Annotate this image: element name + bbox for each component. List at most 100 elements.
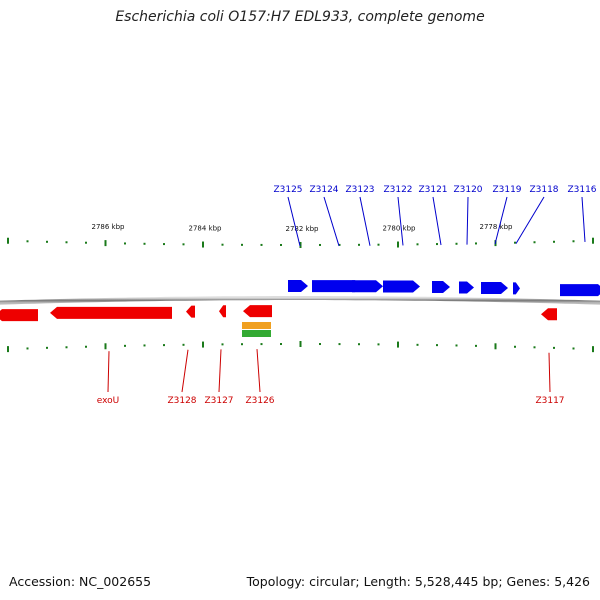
ruler-labels: 2786 kbp 2784 kbp 2782 kbp 2780 kbp 2778 kbp (92, 223, 514, 233)
top-gene-label: Z3119 (492, 185, 521, 195)
upper-tick (280, 243, 282, 246)
lower-tick (572, 347, 575, 350)
top-gene-callouts: Z3125 Z3124 Z3123 Z3122 Z3121 Z3120 Z3119 Z3118… (273, 185, 597, 247)
upper-tick (241, 243, 243, 246)
upper-tick (455, 242, 458, 245)
upper-tick (553, 240, 555, 243)
lower-tick (455, 344, 458, 347)
upper-tick (592, 237, 594, 244)
lower-tick (319, 343, 321, 346)
forward-gene-arrow (432, 281, 450, 294)
forward-gene-arrow (560, 284, 600, 297)
bottom-callout-line (107, 351, 110, 393)
top-callout-line (359, 196, 371, 246)
forward-gene-arrow (288, 280, 308, 293)
top-gene-label: Z3125 (273, 185, 302, 195)
lower-tick (46, 346, 48, 349)
ruler-label: 2782 kbp (286, 225, 320, 233)
features (242, 322, 271, 337)
bottom-gene-label: Z3126 (245, 396, 274, 406)
lower-tick (202, 341, 204, 348)
upper-tick (475, 242, 477, 245)
reverse-gene-arrow (219, 305, 226, 318)
lower-tick (143, 344, 146, 347)
lower-tick (592, 346, 594, 353)
upper-tick (143, 242, 146, 245)
lower-tick (494, 343, 497, 350)
upper-tick (397, 241, 399, 248)
upper-tick (46, 240, 48, 243)
upper-tick (533, 241, 536, 244)
upper-tick (338, 243, 341, 246)
lower-tick (514, 345, 516, 348)
lower-tick (241, 343, 243, 346)
upper-tick (124, 242, 126, 245)
lower-tick (124, 344, 126, 347)
forward-gene-arrow (513, 282, 520, 295)
top-gene-label: Z3120 (453, 185, 482, 195)
forward-gene-arrow (459, 281, 474, 294)
page-title: Escherichia coli O157:H7 EDL933, complet… (115, 9, 485, 25)
upper-tick (358, 243, 360, 246)
genome-backbone (0, 296, 600, 305)
forward-gene-arrow (352, 280, 383, 293)
feature-bar-green (242, 330, 271, 337)
lower-tick (533, 346, 536, 349)
bottom-callout-line (181, 349, 189, 393)
bottom-gene-label: Z3128 (167, 396, 196, 406)
upper-tick (514, 241, 516, 244)
lower-tick (163, 344, 165, 347)
ruler-label: 2786 kbp (92, 223, 126, 231)
lower-tick (280, 343, 282, 346)
reverse-gene-arrow (541, 308, 557, 321)
upper-tick (163, 243, 165, 246)
upper-tick (85, 241, 87, 244)
lower-tick (299, 341, 302, 347)
lower-tick (338, 343, 341, 346)
bottom-callout-line (218, 349, 222, 393)
upper-tick (65, 241, 68, 244)
lower-tick (416, 343, 419, 346)
ruler-label: 2780 kbp (383, 225, 417, 233)
top-gene-label: Z3123 (345, 185, 374, 195)
lower-tick (397, 341, 399, 348)
forward-gene-arrow (481, 281, 508, 294)
upper-tick (436, 243, 438, 246)
top-callout-line (323, 196, 340, 247)
lower-tick (65, 346, 68, 349)
top-gene-label: Z3121 (418, 185, 447, 195)
lower-tick (7, 346, 9, 353)
reverse-gene-arrow (50, 306, 172, 319)
upper-tick (104, 240, 107, 247)
top-gene-label: Z3122 (383, 185, 412, 195)
lower-tick (377, 343, 380, 346)
upper-tick (416, 243, 419, 246)
lower-tick (553, 346, 555, 349)
lower-tick (104, 343, 107, 350)
accession-label: Accession: NC_002655 (9, 574, 152, 589)
top-callout-line (397, 196, 404, 246)
upper-tick (572, 240, 575, 243)
top-callout-line (287, 196, 301, 247)
bottom-gene-label: exoU (97, 396, 120, 406)
upper-tick (260, 243, 263, 246)
reverse-gene-arrow (186, 305, 195, 318)
bottom-callout-line (548, 352, 551, 393)
feature-bar-orange (242, 322, 271, 329)
genome-summary: Topology: circular; Length: 5,528,445 bp… (246, 574, 590, 589)
forward-strand-genes (288, 280, 600, 297)
top-callout-line (494, 196, 508, 245)
top-callout-line (581, 196, 586, 242)
bottom-gene-callouts: exoU Z3128 Z3127 Z3126 Z3117 (97, 349, 565, 406)
reverse-strand-genes (0, 305, 557, 322)
lower-tick (436, 344, 438, 347)
lower-tick (358, 343, 360, 346)
forward-gene-arrow (383, 280, 420, 293)
reverse-gene-arrow (0, 309, 38, 322)
upper-tick (299, 241, 302, 248)
bottom-gene-label: Z3127 (204, 396, 233, 406)
reverse-gene-arrow (243, 305, 272, 318)
upper-tick (377, 243, 380, 246)
bottom-callout-line (256, 349, 261, 393)
top-gene-label: Z3124 (309, 185, 338, 195)
